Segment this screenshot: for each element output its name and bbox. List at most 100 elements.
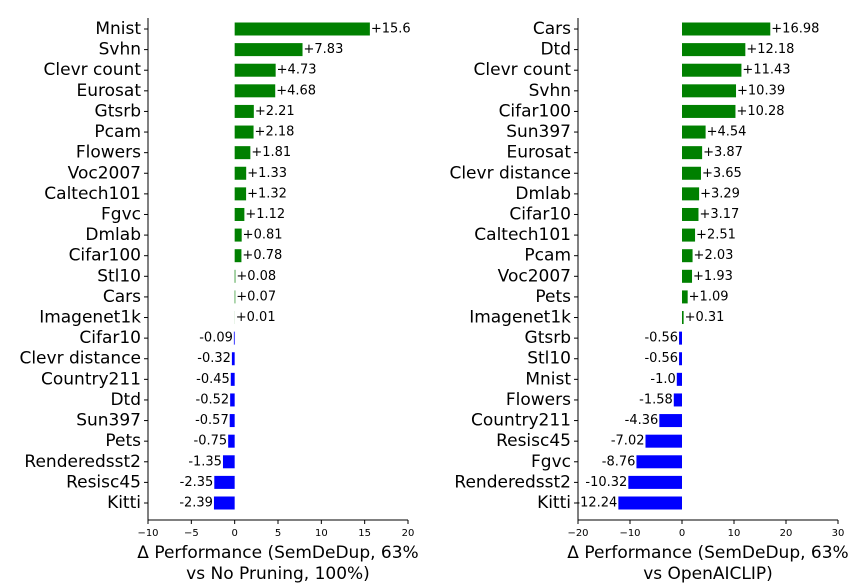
value-label: +1.33 <box>247 166 287 181</box>
x-tick-label: −10 <box>619 528 640 539</box>
category-label: Sun397 <box>506 122 571 142</box>
value-label: +10.39 <box>737 83 785 98</box>
category-label: Dtd <box>540 40 571 60</box>
bar <box>234 63 276 77</box>
category-label: Resisc45 <box>66 472 141 492</box>
bar <box>679 352 682 366</box>
value-label: +4.54 <box>707 125 747 140</box>
category-label: Clevr distance <box>19 349 141 369</box>
value-label: -12.24 <box>575 496 617 511</box>
category-label: Dmlab <box>85 225 141 245</box>
value-label: +4.73 <box>277 63 317 78</box>
bar <box>659 414 682 428</box>
category-label: Flowers <box>506 390 571 410</box>
bar <box>234 125 254 139</box>
value-label: -7.02 <box>611 434 645 449</box>
bar <box>234 146 251 160</box>
bar <box>222 455 235 469</box>
category-label: Imagenet1k <box>39 308 141 328</box>
x-axis-label: vs No Pruning, 100%) <box>186 564 370 584</box>
category-label: Dmlab <box>515 184 571 204</box>
bar <box>234 187 247 201</box>
bar <box>231 352 235 366</box>
bar <box>233 331 235 345</box>
category-label: Cifar100 <box>69 246 141 266</box>
value-label: +0.01 <box>236 310 276 325</box>
category-label: Voc2007 <box>498 266 571 286</box>
category-label: Caltech101 <box>44 184 141 204</box>
category-label: Dtd <box>110 390 141 410</box>
category-label: Country211 <box>41 369 141 389</box>
category-label: Fgvc <box>101 204 141 224</box>
x-axis-label: vs OpenAICLIP) <box>643 564 773 584</box>
value-label: +12.18 <box>746 42 794 57</box>
category-label: Eurosat <box>77 81 142 101</box>
bar <box>229 414 235 428</box>
value-label: -0.56 <box>644 351 678 366</box>
bar <box>234 104 254 118</box>
x-tick-label: 10 <box>728 528 741 539</box>
category-label: Pcam <box>524 246 571 266</box>
bar <box>645 434 682 448</box>
x-tick-label: 10 <box>315 528 328 539</box>
x-axis-label: Δ Performance (SemDeDup, 63% <box>567 543 848 563</box>
bar <box>682 84 737 98</box>
category-label: Svhn <box>99 40 141 60</box>
x-tick-label: −5 <box>184 528 199 539</box>
bar <box>228 434 235 448</box>
bar <box>628 475 682 489</box>
bar <box>234 207 245 221</box>
value-label: +7.83 <box>304 42 344 57</box>
category-label: Flowers <box>76 143 141 163</box>
bar <box>234 84 276 98</box>
category-label: Eurosat <box>507 143 572 163</box>
category-label: Cifar10 <box>79 328 141 348</box>
x-tick-label: 20 <box>780 528 793 539</box>
bar <box>230 393 235 407</box>
bar <box>213 496 235 510</box>
x-tick-label: 0 <box>231 528 237 539</box>
category-label: Mnist <box>525 369 571 389</box>
value-label: +11.43 <box>742 63 790 78</box>
category-label: Cifar100 <box>499 101 571 121</box>
x-tick-label: 20 <box>402 528 415 539</box>
category-label: Fgvc <box>531 452 571 472</box>
category-label: Mnist <box>95 19 141 39</box>
category-label: Svhn <box>529 81 571 101</box>
bar <box>234 290 236 304</box>
bar <box>682 249 693 263</box>
value-label: -1.58 <box>639 392 673 407</box>
x-tick-label: 15 <box>358 528 371 539</box>
bar <box>214 475 235 489</box>
value-label: +2.03 <box>694 248 734 263</box>
value-label: +16.98 <box>771 22 819 37</box>
bar <box>682 311 684 325</box>
category-label: Gtsrb <box>525 328 571 348</box>
bar <box>682 146 703 160</box>
value-label: -1.0 <box>650 372 675 387</box>
category-label: Kitti <box>537 493 571 513</box>
bar <box>682 187 700 201</box>
x-tick-label: −20 <box>567 528 588 539</box>
category-label: Pets <box>535 287 571 307</box>
value-label: -0.52 <box>196 392 230 407</box>
category-label: Renderedsst2 <box>24 452 141 472</box>
value-label: -0.57 <box>195 413 229 428</box>
bar <box>682 166 701 180</box>
value-label: +0.07 <box>236 289 276 304</box>
category-label: Kitti <box>107 493 141 513</box>
value-label: +2.21 <box>255 104 295 119</box>
category-label: Pcam <box>94 122 141 142</box>
value-label: +3.17 <box>699 207 739 222</box>
category-label: Country211 <box>471 411 571 431</box>
value-label: +0.78 <box>242 248 282 263</box>
value-label: -2.35 <box>180 475 214 490</box>
x-axis-label: Δ Performance (SemDeDup, 63% <box>137 543 418 563</box>
bar <box>234 269 236 283</box>
bar <box>682 228 696 242</box>
value-label: +0.08 <box>236 269 276 284</box>
category-label: Resisc45 <box>496 431 571 451</box>
category-label: Cifar10 <box>509 204 571 224</box>
bar <box>234 22 370 36</box>
